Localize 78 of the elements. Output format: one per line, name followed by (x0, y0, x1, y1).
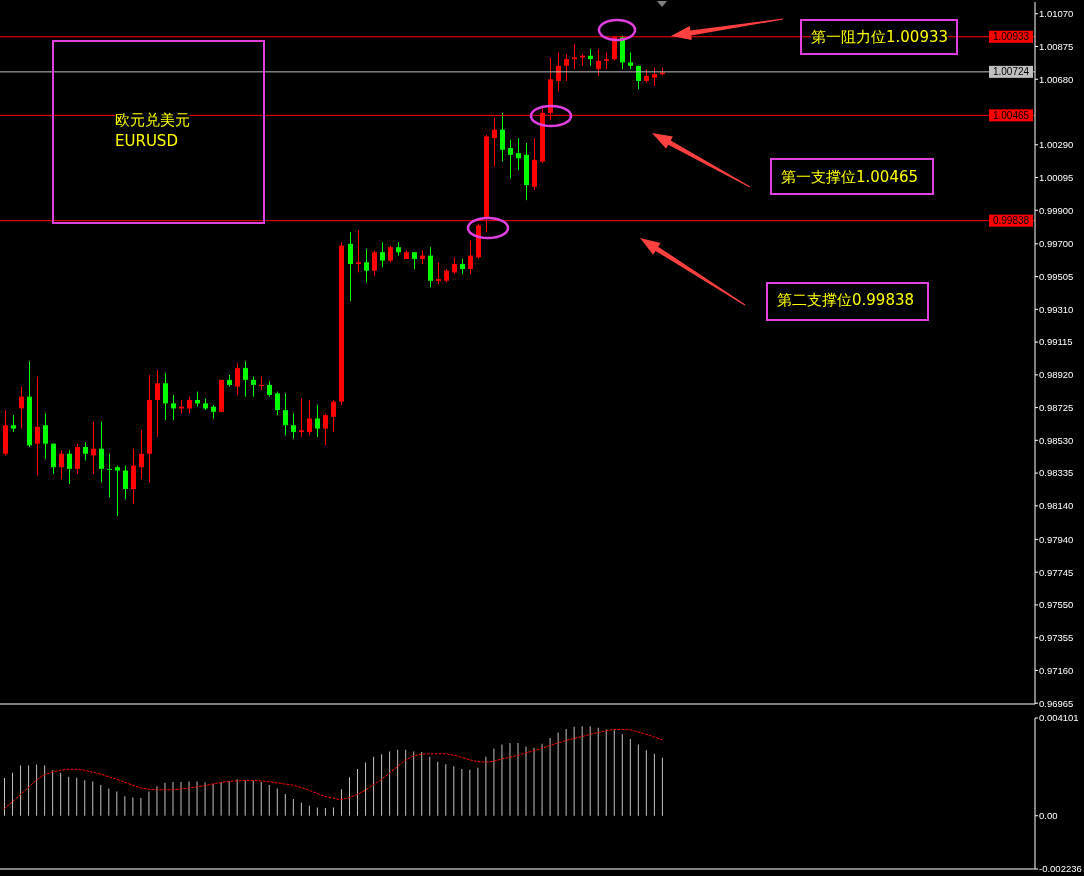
candlestick (331, 399, 336, 433)
candlestick (43, 412, 48, 460)
candlestick (67, 449, 72, 485)
candlestick (19, 386, 24, 430)
candlestick (372, 250, 377, 277)
y-tick-label: 0.97550 (1039, 599, 1074, 611)
candlestick (323, 412, 328, 446)
candlestick (139, 429, 144, 480)
candlestick (235, 362, 240, 396)
ref-line-label: 1.00724 (992, 66, 1030, 78)
candlestick (155, 369, 160, 438)
y-tick-label: 0.98530 (1039, 434, 1074, 446)
ref-line-label: 1.00465 (992, 109, 1030, 121)
y-tick-label: 0.99505 (1039, 270, 1074, 282)
y-tick-label: 0.99900 (1039, 204, 1074, 216)
candlestick (35, 376, 40, 477)
y-tick-label: 0.99310 (1039, 303, 1074, 315)
candlestick (83, 441, 88, 461)
candlestick (75, 443, 80, 475)
y-tick-label: 0.98140 (1039, 500, 1074, 512)
candlestick (492, 117, 497, 168)
candlestick (291, 412, 296, 440)
y-tick-label: 1.00875 (1039, 40, 1074, 52)
y-tick-label: 0.97160 (1039, 664, 1074, 676)
candlestick (516, 137, 521, 171)
candlestick (299, 397, 304, 438)
candlestick (107, 453, 112, 498)
candlestick (123, 465, 128, 500)
y-tick-label: 0.96965 (1039, 697, 1074, 709)
candlestick (251, 376, 256, 398)
y-tick-label: 1.00290 (1039, 139, 1074, 151)
annotation: 欧元兑美元 (115, 111, 190, 129)
candlestick (436, 261, 441, 285)
y-tick-label: 1.01070 (1039, 8, 1074, 20)
candlestick (51, 443, 56, 475)
candlestick (243, 360, 248, 398)
y-tick-label: 1.00095 (1039, 171, 1074, 183)
y-tick-label: 0.98725 (1039, 401, 1074, 413)
candlestick (364, 248, 369, 283)
annotation: 第一支撑位1.00465 (781, 168, 919, 186)
candlestick (275, 391, 280, 416)
y-tick-label: 0.99700 (1039, 238, 1074, 250)
annotation: 第一阻力位1.00933 (811, 28, 949, 46)
candlestick (171, 394, 176, 421)
y-tick-label: 0.98335 (1039, 467, 1074, 479)
candlestick (307, 399, 312, 436)
annotation: EURUSD (115, 132, 178, 150)
y-tick-label: 0.97355 (1039, 632, 1074, 644)
candlestick (163, 372, 168, 421)
ref-line-label: 0.99838 (992, 215, 1030, 227)
annotation: 第二支撑位0.99838 (777, 291, 915, 309)
candlestick (380, 241, 385, 268)
candlestick (259, 376, 264, 391)
candlestick (315, 404, 320, 438)
candlestick (115, 465, 120, 517)
candlestick (500, 112, 505, 163)
candlestick (572, 43, 577, 70)
candlestick (99, 421, 104, 483)
y-tick-label: 0.97745 (1039, 566, 1074, 578)
candlestick (283, 392, 288, 436)
candlestick (652, 67, 657, 87)
y-tick-label: 0.99115 (1039, 336, 1073, 348)
candlestick (356, 229, 361, 273)
ref-line-label: 1.00933 (992, 31, 1030, 43)
y-tick-label: -0.002236 (1039, 863, 1082, 875)
candlestick (59, 449, 64, 480)
candlestick (596, 48, 601, 77)
candlestick (564, 53, 569, 82)
line-series (3, 728, 663, 810)
y-tick-label: 0.004101 (1039, 712, 1079, 724)
candlestick (468, 239, 473, 275)
y-tick-label: 1.00680 (1039, 73, 1074, 85)
candlestick (508, 139, 513, 179)
y-tick-label: 0.97940 (1039, 533, 1074, 545)
y-tick-label: 0.98920 (1039, 369, 1074, 381)
candlestick (348, 231, 353, 302)
y-tick-label: 0.00 (1039, 810, 1058, 822)
candlestick (131, 448, 136, 505)
